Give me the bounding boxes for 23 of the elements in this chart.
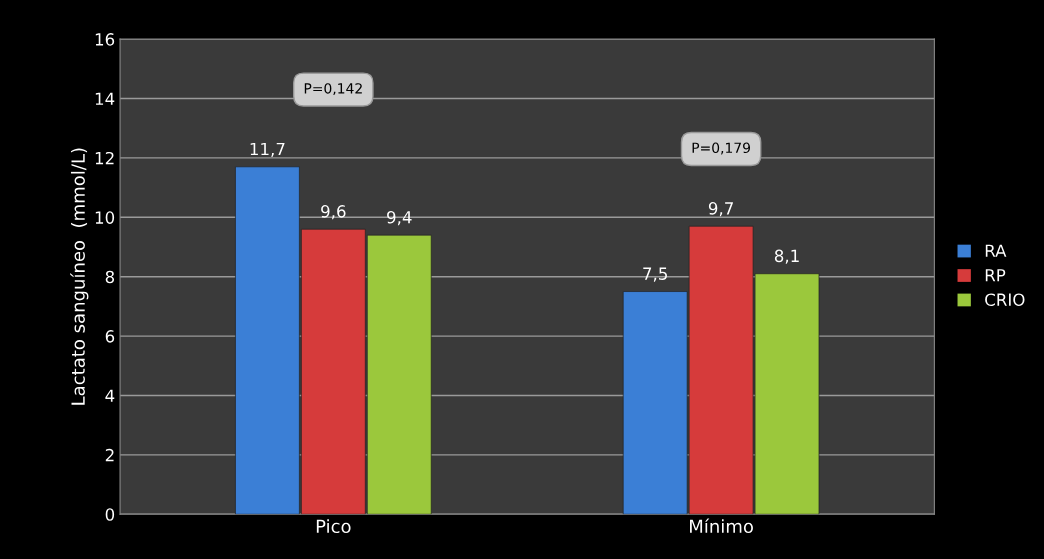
x-tick-label: Mínimo [690,518,753,534]
y-tick-label: 0 [105,508,115,521]
data-label: 11,7 [250,142,285,157]
legend-label: RA [985,244,1007,257]
legend-label: RP [985,269,1006,282]
data-label: 9,7 [708,202,733,217]
y-tick-label: 16 [95,33,115,46]
y-tick-label: 10 [95,211,115,224]
x-tick-label: Pico [316,519,351,534]
annotation: P=0,142 [304,83,362,96]
y-tick-label: 14 [95,92,115,105]
legend-label: CRIO [985,293,1025,306]
data-label: 8,1 [774,249,799,264]
y-tick-label: 12 [95,151,114,165]
data-label: 9,4 [387,210,412,226]
annotation: P=0,179 [692,142,751,155]
data-label: 9,6 [321,205,346,220]
y-tick-label: 6 [105,330,115,343]
y-tick-label: 8 [105,270,115,284]
y-tick-label: 4 [105,389,115,402]
data-label: 7,5 [643,267,667,282]
y-tick-label: 2 [105,448,114,462]
y-axis-title: Lactato sanguíneo (mmol/L) [70,148,89,405]
